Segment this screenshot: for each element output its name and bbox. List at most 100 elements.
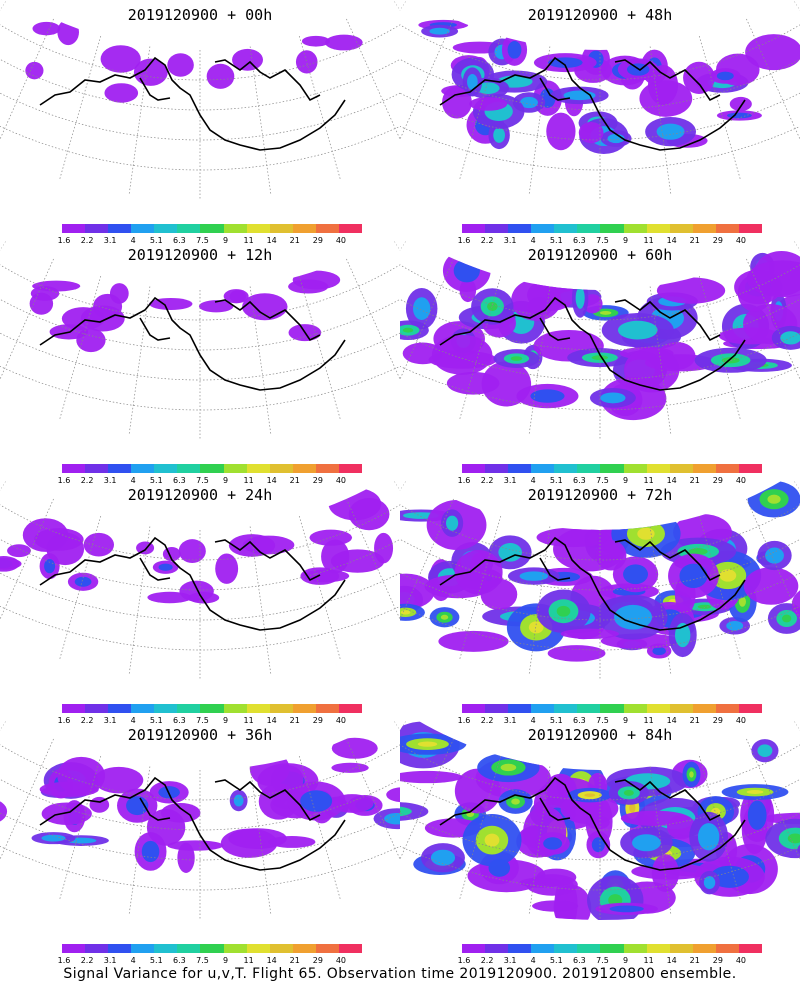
variance-shading — [0, 487, 394, 604]
colorbar-swatch — [623, 944, 647, 953]
colorbar-swatch — [577, 464, 601, 473]
colorbar-swatch — [246, 944, 270, 953]
panel-title: 2019120900 + 36h — [127, 726, 273, 744]
colorbar-tick-label: 6.3 — [573, 476, 586, 485]
colorbar-swatch — [85, 464, 109, 473]
colorbar-swatch — [600, 704, 624, 713]
colorbar-tick-label: 3.1 — [103, 476, 117, 485]
colorbar-swatch — [508, 944, 532, 953]
coastline — [439, 776, 746, 871]
colorbar-tick-label: 29 — [712, 956, 723, 965]
polar-map — [400, 480, 800, 680]
colorbar-swatch — [531, 464, 555, 473]
colorbar-tick-label: 7.5 — [196, 716, 209, 725]
colorbar-swatch — [338, 464, 363, 473]
colorbar-swatch — [269, 704, 293, 713]
colorbar-ticks: 1.6 2.2 3.1 4 5.1 6.3 7.5 9 11 14 21 29 40 — [58, 716, 362, 728]
colorbar-swatch — [531, 224, 555, 233]
colorbar-tick-label: 14 — [266, 476, 277, 485]
colorbar-tick-label: 6.3 — [573, 956, 586, 965]
colorbar-swatch — [177, 464, 201, 473]
colorbar-tick-label: 5.1 — [549, 956, 563, 965]
colorbar-tick-label: 9 — [622, 476, 629, 485]
colorbar-tick-label: 9 — [622, 956, 629, 965]
variance-shading — [25, 19, 363, 103]
colorbar-tick-label: 7.5 — [196, 956, 209, 965]
polar-map — [0, 240, 400, 440]
colorbar-tick-label: 1.6 — [457, 716, 471, 725]
panel-title: 2019120900 + 48h — [527, 6, 673, 24]
colorbar-swatch — [715, 464, 739, 473]
colorbar — [462, 704, 763, 713]
colorbar — [462, 464, 763, 473]
coastline — [439, 536, 746, 631]
colorbar-tick-label: 6.3 — [573, 716, 586, 725]
colorbar-tick-label: 2.2 — [480, 476, 494, 485]
colorbar-tick-label: 7.5 — [196, 236, 209, 245]
colorbar-ticks: 1.6 2.2 3.1 4 5.1 6.3 7.5 9 11 14 21 29 40 — [58, 956, 362, 968]
colorbar-swatch — [246, 704, 270, 713]
colorbar-swatch — [315, 464, 339, 473]
colorbar-swatch — [508, 464, 532, 473]
colorbar-tick-label: 29 — [312, 236, 323, 245]
colorbar-tick-label: 3.1 — [503, 476, 517, 485]
colorbar-tick-label: 2.2 — [80, 476, 94, 485]
colorbar-swatch — [508, 704, 532, 713]
colorbar-ticks: 1.6 2.2 3.1 4 5.1 6.3 7.5 9 11 14 21 29 40 — [458, 956, 762, 968]
colorbar-tick-label: 9 — [222, 476, 229, 485]
colorbar-tick-label: 40 — [335, 956, 347, 965]
map-panel-48h: 2019120900 + 48h 1.6 2.2 3.1 4 5.1 6.3 7.5 9 11 14… — [400, 0, 800, 250]
colorbar-tick-label: 1.6 — [57, 236, 71, 245]
colorbar-tick-label: 6.3 — [573, 236, 586, 245]
colorbar-swatch — [600, 944, 624, 953]
colorbar-tick-label: 40 — [735, 716, 747, 725]
colorbar-tick-label: 6.3 — [173, 956, 186, 965]
colorbar-tick-label: 29 — [312, 956, 323, 965]
colorbar-tick-label: 21 — [289, 716, 300, 725]
colorbar-swatch — [200, 944, 224, 953]
colorbar-swatch — [177, 944, 201, 953]
panel-title: 2019120900 + 60h — [527, 246, 673, 264]
colorbar-tick-label: 21 — [689, 476, 700, 485]
colorbar-swatch — [108, 944, 132, 953]
coastline — [439, 56, 746, 151]
colorbar-swatch — [554, 944, 578, 953]
colorbar-swatch — [623, 224, 647, 233]
colorbar-swatch — [338, 944, 363, 953]
colorbar-tick-label: 7.5 — [196, 476, 209, 485]
colorbar-tick-label: 14 — [666, 956, 677, 965]
colorbar-swatch — [177, 224, 201, 233]
panel-title: 2019120900 + 00h — [127, 6, 273, 24]
colorbar-swatch — [485, 224, 509, 233]
colorbar-ticks: 1.6 2.2 3.1 4 5.1 6.3 7.5 9 11 14 21 29 40 — [58, 476, 362, 488]
colorbar-swatch — [62, 464, 86, 473]
variance-shading — [29, 270, 341, 353]
colorbar-swatch — [200, 224, 224, 233]
colorbar-ticks: 1.6 2.2 3.1 4 5.1 6.3 7.5 9 11 14 21 29 40 — [458, 716, 762, 728]
colorbar-tick-label: 3.1 — [503, 956, 517, 965]
colorbar-swatch — [85, 704, 109, 713]
colorbar-swatch — [692, 224, 716, 233]
coastline — [39, 56, 346, 151]
colorbar-swatch — [292, 704, 316, 713]
colorbar-tick-label: 9 — [222, 236, 229, 245]
colorbar-swatch — [223, 704, 247, 713]
map-panel-12h: 2019120900 + 12h 1.6 2.2 3.1 4 5.1 6.3 7.5 9 11 14… — [0, 240, 400, 490]
colorbar-tick-label: 9 — [222, 956, 229, 965]
map-panel-84h: 2019120900 + 84h 1.6 2.2 3.1 4 5.1 6.3 7.5 9 11 14… — [400, 720, 800, 970]
colorbar-tick-label: 14 — [666, 236, 677, 245]
colorbar-swatch — [577, 704, 601, 713]
colorbar-swatch — [315, 944, 339, 953]
colorbar-tick-label: 21 — [689, 956, 700, 965]
colorbar-swatch — [715, 704, 739, 713]
colorbar-tick-label: 11 — [243, 716, 254, 725]
graticule — [0, 0, 400, 200]
colorbar-tick-label: 40 — [735, 236, 747, 245]
panel-title: 2019120900 + 72h — [527, 486, 673, 504]
colorbar-swatch — [669, 464, 693, 473]
colorbar-tick-label: 4 — [530, 236, 536, 245]
colorbar-tick-label: 9 — [222, 716, 229, 725]
colorbar-swatch — [715, 224, 739, 233]
coastline — [439, 296, 746, 391]
map-panel-60h: 2019120900 + 60h 1.6 2.2 3.1 4 5.1 6.3 7.5 9 11 14… — [400, 240, 800, 490]
